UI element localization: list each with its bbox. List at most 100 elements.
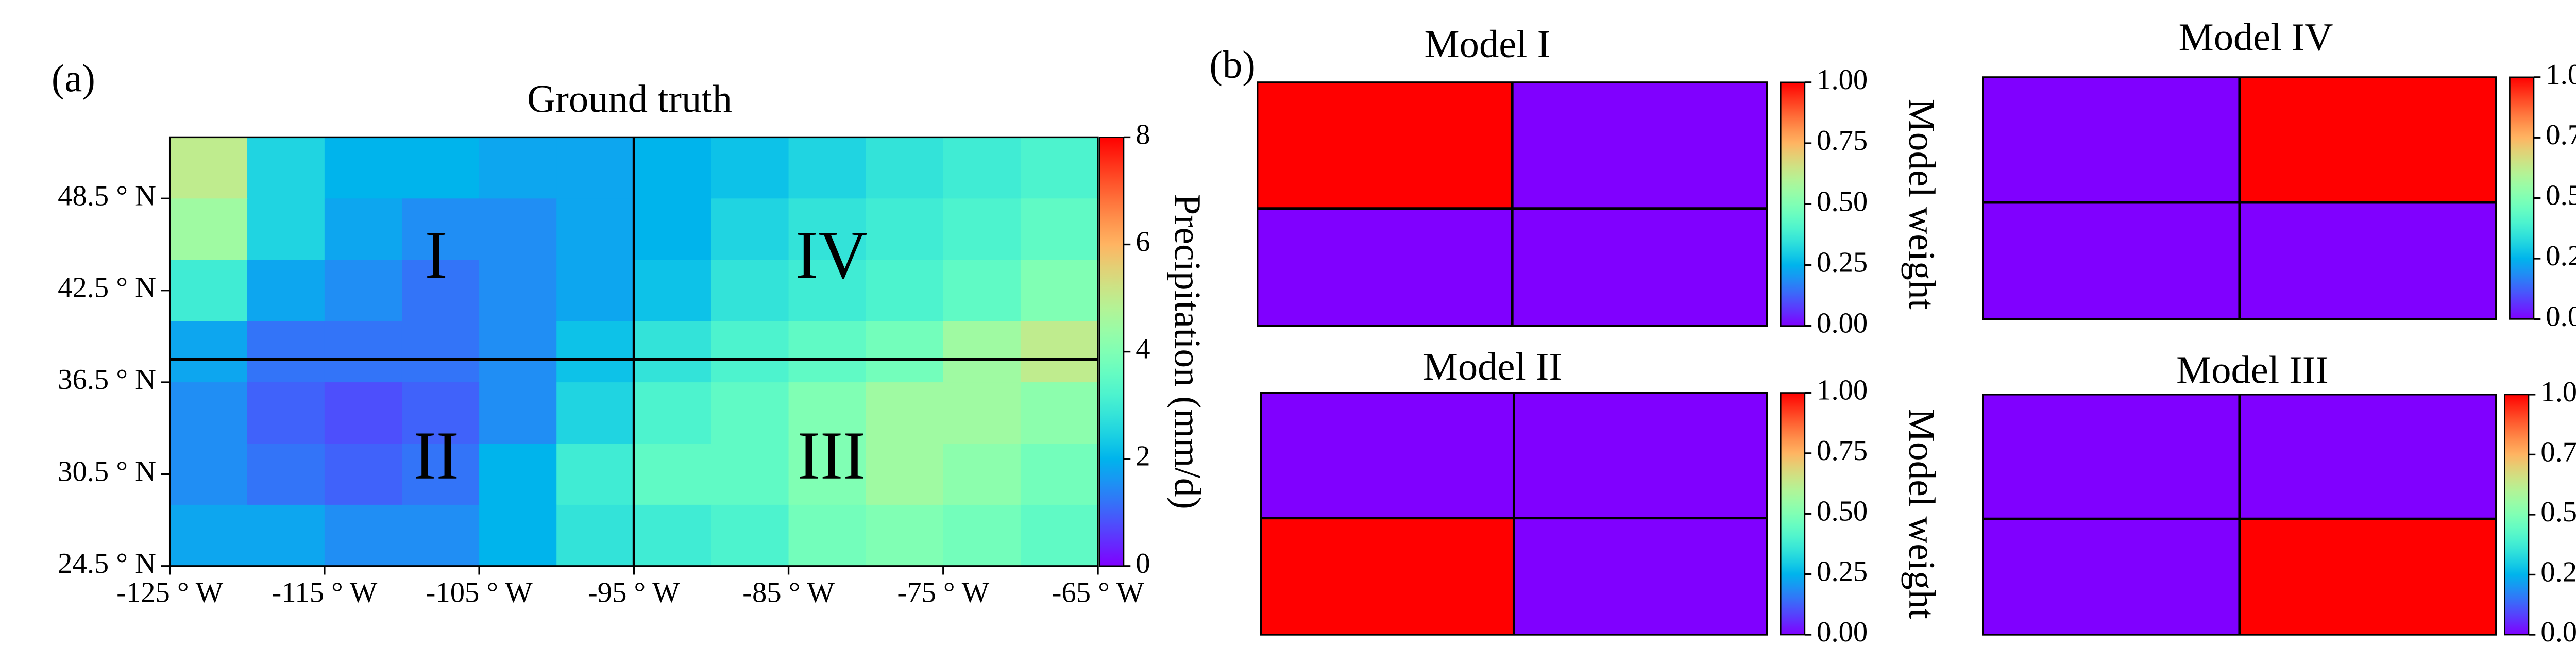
cell [788, 137, 867, 199]
colorbar [1780, 392, 1806, 636]
panel-label: (a) [52, 56, 95, 100]
cell [634, 198, 713, 261]
cell [247, 382, 326, 445]
cell [2239, 519, 2496, 635]
cell [943, 321, 1022, 383]
x-tick-label: -115 ° W [272, 576, 378, 608]
cell [711, 321, 790, 383]
cell [634, 137, 713, 199]
chart-title: Ground truth [527, 77, 732, 121]
x-tick-label: -65 ° W [1052, 576, 1144, 608]
cell [401, 137, 480, 199]
colorbar-tick-label: 0.00 [1817, 308, 1868, 339]
region-label: IV [795, 216, 868, 293]
cell [866, 382, 944, 445]
colorbar-tick-label: 0.00 [2540, 616, 2576, 648]
colorbar-tick-label: 2 [1136, 440, 1150, 472]
cell [866, 137, 944, 199]
cell [1514, 393, 1767, 518]
cell [1983, 77, 2240, 202]
colorbar-tick-label: 0.75 [1817, 435, 1868, 467]
cell [247, 137, 326, 199]
cell [866, 444, 944, 506]
cell [401, 198, 480, 261]
cell [1020, 504, 1099, 567]
cell [479, 321, 557, 383]
cell [788, 321, 867, 383]
cell [711, 198, 790, 261]
map-frame [1257, 81, 1768, 327]
cell [479, 444, 557, 506]
cell [170, 321, 248, 383]
cell [711, 444, 790, 506]
cell [943, 198, 1022, 261]
y-tick-label: 42.5 ° N [58, 272, 156, 304]
colorbar-tick-label: 0.75 [2546, 119, 2576, 151]
cell [324, 260, 403, 322]
colorbar [1099, 137, 1125, 567]
colorbar-tick-label: 0.25 [2546, 240, 2576, 272]
cell [170, 382, 248, 445]
cell [479, 260, 557, 322]
cell [1020, 321, 1099, 383]
cell [2239, 202, 2496, 319]
chart-title: Model III [2176, 348, 2329, 392]
cell [943, 504, 1022, 567]
colorbar-tick-label: 0.75 [1817, 125, 1868, 157]
cell [1261, 393, 1514, 518]
cell [1261, 518, 1514, 635]
colorbar [2509, 76, 2535, 320]
cell [1020, 444, 1099, 506]
x-tick-label: -95 ° W [588, 576, 680, 608]
colorbar-tick-label: 0.50 [1817, 495, 1868, 527]
cell [401, 321, 480, 383]
cell [634, 260, 713, 322]
cell [1983, 394, 2240, 519]
cell [788, 504, 867, 567]
y-tick-label: 30.5 ° N [58, 455, 156, 487]
chart-title: Model I [1425, 22, 1551, 66]
cell [401, 444, 480, 506]
map-frame [1260, 392, 1768, 636]
cell [556, 260, 635, 322]
cell [788, 382, 867, 445]
cell [170, 137, 248, 199]
cell [788, 444, 867, 506]
cell [479, 382, 557, 445]
chart-title: Model IV [2179, 15, 2333, 59]
cell [324, 382, 403, 445]
cell [1257, 208, 1513, 326]
x-tick-label: -105 ° W [426, 576, 533, 608]
colorbar-tick-label: 1.00 [2546, 59, 2576, 91]
x-tick-label: -75 ° W [897, 576, 989, 608]
cell [634, 504, 713, 567]
cell [866, 321, 944, 383]
cell [247, 444, 326, 506]
cell [170, 198, 248, 261]
colorbar-tick-label: 0.25 [1817, 556, 1868, 588]
cell [170, 504, 248, 567]
cell [1512, 208, 1767, 326]
colorbar-tick-label: 1.00 [1817, 375, 1868, 406]
colorbar-tick-label: 0.25 [1817, 246, 1868, 278]
colorbar-tick-label: 0.25 [2540, 556, 2576, 588]
cell [324, 321, 403, 383]
colorbar-tick-label: 8 [1136, 118, 1150, 150]
cell [866, 198, 944, 261]
cell [324, 504, 403, 567]
cell [556, 504, 635, 567]
colorbar-label: Precipitation (mm/d) [1167, 194, 1209, 509]
colorbar-label: Model weight [1901, 99, 1943, 310]
cell [943, 444, 1022, 506]
cell [634, 382, 713, 445]
y-tick-label: 36.5 ° N [58, 364, 156, 396]
chart-title: Model II [1423, 345, 1562, 388]
colorbar-tick-label: 0.50 [2540, 496, 2576, 528]
x-tick-label: -85 ° W [742, 576, 835, 608]
y-tick-label: 24.5 ° N [58, 548, 156, 580]
region-label: II [413, 417, 459, 494]
cell [943, 382, 1022, 445]
cell [943, 260, 1022, 322]
cell [556, 137, 635, 199]
